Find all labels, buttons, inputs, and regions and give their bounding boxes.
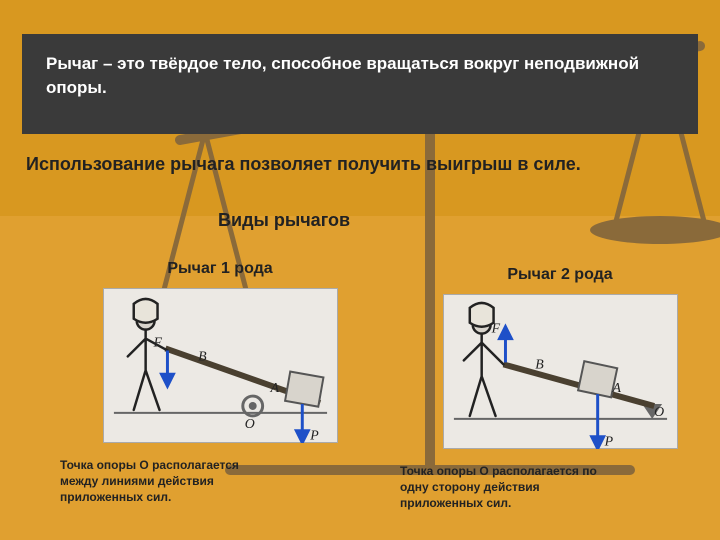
- definition-box: Рычаг – это твёрдое тело, способное вращ…: [22, 34, 698, 134]
- types-title: Виды рычагов: [218, 210, 358, 231]
- label-B: B: [198, 349, 207, 364]
- usage-text: Использование рычага позволяет получить …: [26, 152, 694, 177]
- label-O: O: [654, 405, 664, 420]
- label-P: P: [603, 435, 613, 449]
- label-B: B: [535, 357, 544, 372]
- lever-1-diagram-icon: F B A O P: [104, 289, 337, 443]
- label-A: A: [611, 381, 621, 396]
- definition-text: Рычаг – это твёрдое тело, способное вращ…: [46, 54, 639, 97]
- lever-2-title: Рычаг 2 рода: [400, 266, 720, 284]
- lever-1-caption: Точка опоры О располагается между линиям…: [60, 457, 260, 506]
- label-A: A: [269, 381, 279, 396]
- lever-2-diagram-icon: F B A O P: [444, 295, 677, 449]
- label-F: F: [152, 336, 162, 351]
- label-F: F: [490, 322, 500, 337]
- lever-1-figure: F B A O P: [103, 288, 338, 443]
- lever-2-figure: F B A O P: [443, 294, 678, 449]
- label-P: P: [309, 429, 319, 443]
- lever-1-column: Рычаг 1 рода: [60, 260, 380, 506]
- lever-2-caption: Точка опоры О располагается по одну стор…: [400, 463, 600, 512]
- lever-1-title: Рычаг 1 рода: [60, 260, 380, 278]
- label-O: O: [244, 417, 254, 432]
- lever-2-column: Рычаг 2 рода: [400, 260, 720, 512]
